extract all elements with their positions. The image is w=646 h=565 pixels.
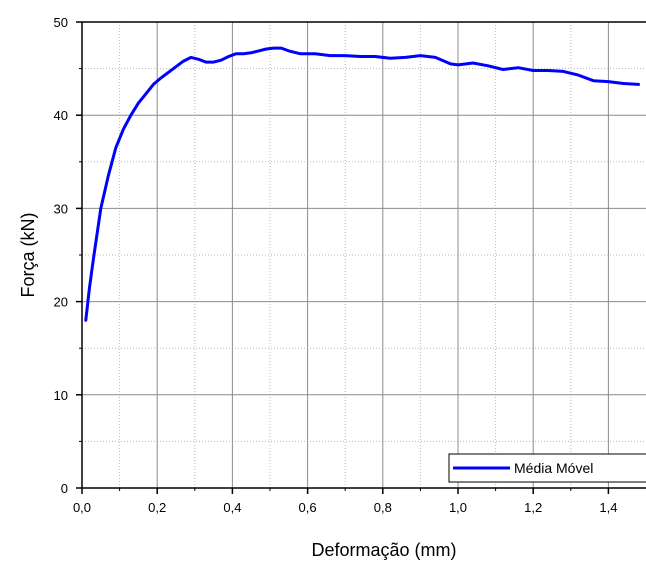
x-axis-title: Deformação (mm) xyxy=(311,540,456,560)
legend-label-media-movel: Média Móvel xyxy=(514,460,593,476)
legend[interactable]: Média Móvel xyxy=(448,453,646,483)
x-tick-label: 1,4 xyxy=(599,500,617,515)
x-tick-label: 0,2 xyxy=(148,500,166,515)
x-tick-label: 0,4 xyxy=(223,500,241,515)
axes-layer: 0,0 0,2 0,4 0,6 0,8 1,0 1,2 1,4 0 10 20 30 40 50 xyxy=(54,15,646,515)
y-tick-label: 20 xyxy=(54,295,68,310)
y-tick-label: 10 xyxy=(54,388,68,403)
x-tick-label: 1,0 xyxy=(449,500,467,515)
y-tick-label: 40 xyxy=(54,108,68,123)
series-line-0 xyxy=(84,46,640,322)
x-tick-label: 0,0 xyxy=(73,500,91,515)
y-tick-label: 30 xyxy=(54,201,68,216)
x-tick-label: 0,6 xyxy=(299,500,317,515)
x-tick-label: 0,8 xyxy=(374,500,392,515)
y-axis-title: Força (kN) xyxy=(18,213,38,298)
series-layer xyxy=(84,46,640,322)
x-tick-label: 1,2 xyxy=(524,500,542,515)
grid-layer xyxy=(82,22,646,488)
y-tick-label: 50 xyxy=(54,15,68,30)
y-tick-label: 0 xyxy=(61,481,68,496)
